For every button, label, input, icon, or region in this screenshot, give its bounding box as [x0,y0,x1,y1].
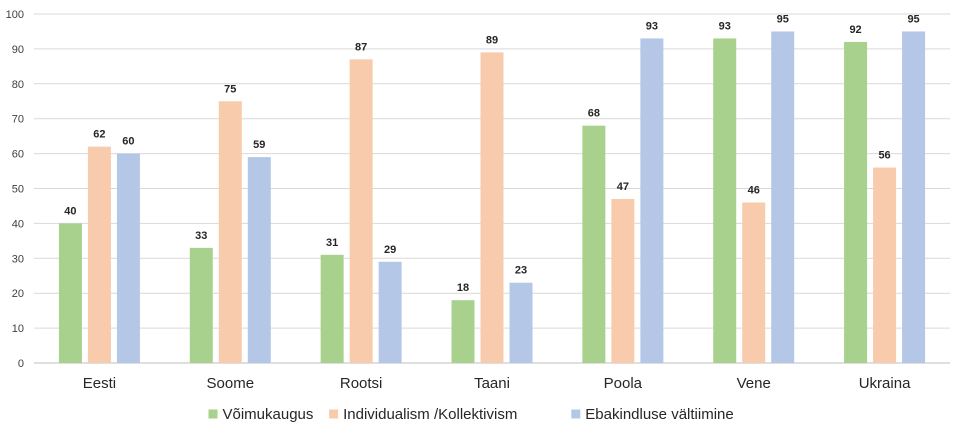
data-label: 40 [64,205,76,217]
y-tick-label: 10 [12,323,24,335]
data-label: 95 [907,13,919,25]
y-tick-label: 30 [12,253,24,265]
bar [218,101,242,363]
data-label: 89 [486,34,498,46]
data-label: 92 [849,24,861,36]
x-category-label: Poola [604,375,643,392]
y-tick-label: 70 [12,114,24,126]
bar [189,247,213,363]
data-label: 59 [253,139,265,151]
data-label: 23 [515,265,527,277]
bar [378,261,402,363]
bar [320,254,344,363]
legend-label: Individualism /Kollektivism [343,406,517,423]
y-tick-label: 90 [12,44,24,56]
y-tick-label: 20 [12,288,24,300]
y-tick-label: 60 [12,149,24,161]
legend-label: Võimukaugus [223,406,314,423]
bar [349,59,373,364]
bar [480,52,504,363]
bar [771,31,795,363]
data-label: 93 [646,20,658,32]
data-label: 75 [224,83,236,95]
x-category-label: Vene [737,375,771,392]
data-label: 62 [93,129,105,141]
data-label: 33 [195,230,207,242]
y-tick-label: 100 [6,9,24,21]
data-label: 46 [748,184,760,196]
legend-swatch [329,409,339,419]
legend-swatch [571,409,581,419]
bar [713,38,737,364]
bar [582,125,606,364]
y-tick-label: 0 [18,358,24,370]
y-tick-label: 50 [12,184,24,196]
bar [116,153,140,363]
legend-label: Ebakindluse vältiimine [585,406,733,423]
x-category-label: Taani [474,375,510,392]
bar [58,223,82,363]
data-label: 93 [719,20,731,32]
bar [611,198,635,363]
bar [509,282,533,363]
bar [742,202,766,363]
y-tick-label: 80 [12,79,24,91]
x-category-label: Ukraina [859,375,911,392]
bar [87,146,111,363]
data-label: 31 [326,237,338,249]
y-tick-label: 40 [12,218,24,230]
bar [451,300,475,363]
bar [247,157,271,363]
data-label: 29 [384,244,396,256]
data-label: 47 [617,181,629,193]
bar [873,167,897,363]
data-label: 60 [122,136,134,148]
data-label: 56 [878,150,890,162]
data-label: 18 [457,282,469,294]
x-category-label: Soome [207,375,255,392]
bar [640,38,664,364]
bar [902,31,926,363]
legend-swatch [208,409,218,419]
bar [844,41,868,364]
data-label: 68 [588,108,600,120]
x-category-label: Eesti [83,375,116,392]
data-label: 87 [355,41,367,53]
data-label: 95 [777,13,789,25]
x-category-label: Rootsi [340,375,383,392]
